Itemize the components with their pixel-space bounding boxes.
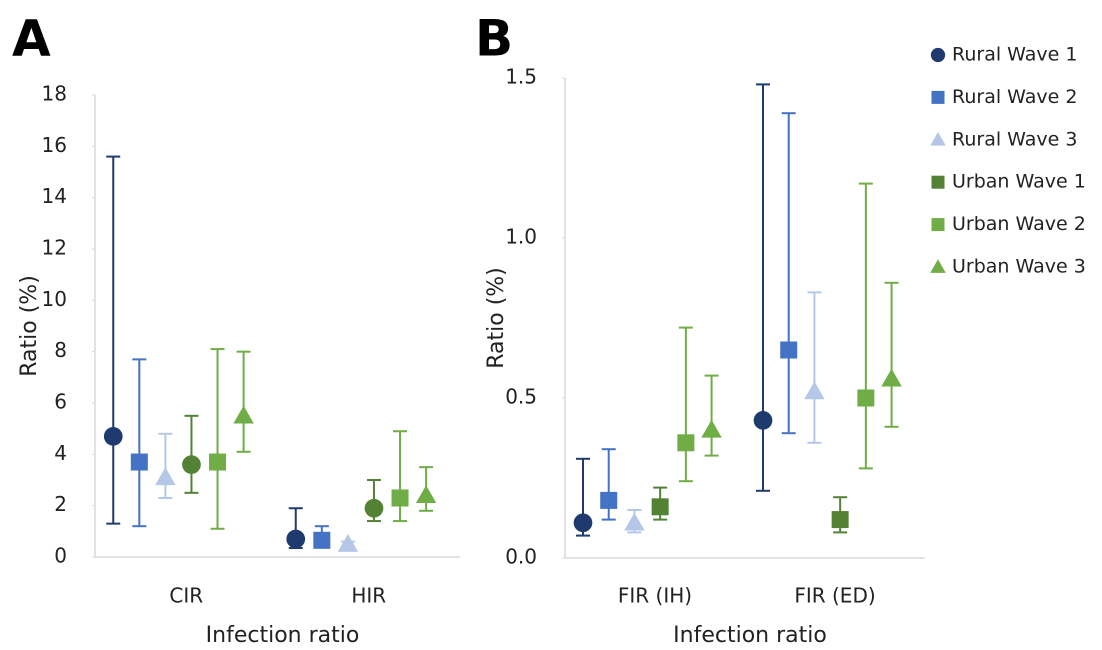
marker <box>130 453 148 471</box>
y-tick-label: 0.5 <box>505 385 537 409</box>
y-tick-label: 8 <box>54 338 67 362</box>
marker <box>677 434 695 452</box>
x-axis-label: Infection ratio <box>673 623 827 648</box>
marker <box>364 498 384 518</box>
marker <box>881 368 902 387</box>
marker <box>931 218 945 232</box>
x-tick-label: FIR (IH) <box>618 584 692 608</box>
y-tick-label: 16 <box>42 133 67 157</box>
legend-label: Rural Wave 3 <box>952 128 1077 150</box>
marker <box>337 533 359 552</box>
y-axis-label: Ratio (%) <box>484 267 509 369</box>
marker <box>651 498 669 516</box>
marker <box>804 381 825 400</box>
marker <box>573 513 593 533</box>
panel-label: B <box>475 10 513 68</box>
y-tick-label: 0.0 <box>505 545 537 569</box>
legend-label: Urban Wave 3 <box>952 256 1086 278</box>
y-tick-label: 10 <box>42 287 67 311</box>
x-axis-label: Infection ratio <box>206 623 360 648</box>
legend-label: Rural Wave 2 <box>952 86 1077 108</box>
y-tick-label: 14 <box>42 184 67 208</box>
marker <box>857 389 875 407</box>
y-tick-label: 4 <box>54 441 67 465</box>
y-tick-label: 0 <box>54 544 67 568</box>
marker <box>930 132 946 146</box>
panel-label: A <box>12 10 51 68</box>
x-tick-label: HIR <box>351 584 386 608</box>
marker <box>701 419 722 438</box>
marker <box>286 529 306 549</box>
marker <box>391 489 409 507</box>
marker <box>155 467 176 486</box>
y-tick-label: 2 <box>54 492 67 516</box>
x-tick-label: FIR (ED) <box>794 584 875 608</box>
marker <box>624 512 645 531</box>
marker <box>831 511 849 529</box>
marker <box>600 491 618 509</box>
y-axis-label: Ratio (%) <box>17 275 42 377</box>
y-tick-label: 1.5 <box>505 65 537 89</box>
marker <box>209 453 227 471</box>
y-tick-label: 12 <box>42 236 67 260</box>
legend-label: Rural Wave 1 <box>952 44 1077 66</box>
legend-label: Urban Wave 1 <box>952 171 1086 193</box>
y-tick-label: 1.0 <box>505 225 537 249</box>
marker <box>930 259 946 273</box>
marker <box>415 485 437 504</box>
x-tick-label: CIR <box>169 584 203 608</box>
y-tick-label: 6 <box>54 390 67 414</box>
marker <box>103 427 123 446</box>
legend-label: Urban Wave 2 <box>952 213 1086 235</box>
y-tick-label: 18 <box>42 82 67 106</box>
marker <box>313 531 331 549</box>
marker <box>233 405 254 424</box>
marker <box>931 90 945 104</box>
marker <box>780 341 798 359</box>
marker <box>930 47 946 63</box>
marker <box>753 411 773 430</box>
marker <box>931 175 945 189</box>
marker <box>182 455 201 474</box>
